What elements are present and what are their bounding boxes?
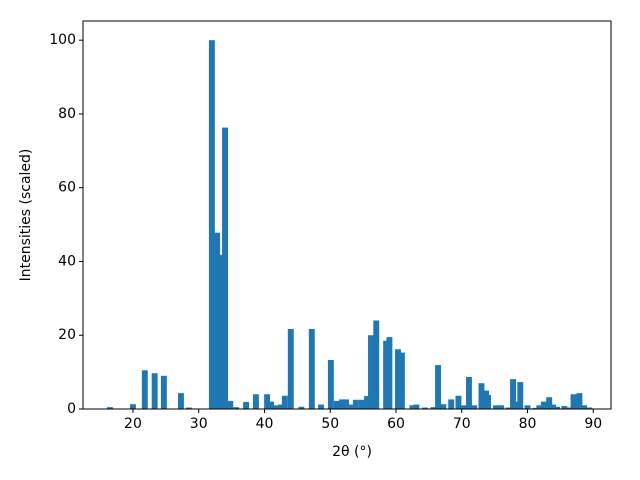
x-tick-label: 80: [519, 416, 537, 432]
bar: [466, 376, 472, 409]
x-tick-label: 20: [124, 416, 142, 432]
bar: [455, 395, 462, 409]
bar: [398, 352, 405, 409]
x-axis-label: 2θ (°): [332, 444, 372, 460]
bar: [554, 406, 561, 409]
bar: [505, 407, 512, 409]
bar: [227, 400, 234, 409]
bar: [576, 393, 583, 409]
bar: [448, 399, 455, 409]
x-tick-label: 30: [190, 416, 208, 432]
bar: [492, 405, 499, 409]
bar: [277, 404, 284, 409]
x-tick-label: 50: [321, 416, 339, 432]
bar: [348, 404, 355, 409]
bar: [373, 320, 380, 409]
y-tick-label: 100: [49, 32, 76, 48]
plot-frame: [82, 20, 612, 410]
bar: [435, 365, 442, 409]
bar: [352, 399, 359, 409]
bar: [471, 405, 478, 409]
bar: [368, 335, 374, 409]
bar: [281, 395, 288, 409]
bar: [318, 404, 324, 409]
bar: [222, 127, 228, 409]
bar: [333, 400, 340, 409]
bar: [409, 405, 416, 409]
x-tick-label: 90: [584, 416, 602, 432]
bar: [243, 401, 250, 409]
bar: [268, 401, 275, 409]
bar: [550, 404, 557, 409]
bar: [498, 405, 505, 409]
bar: [517, 382, 524, 409]
bar: [478, 383, 485, 409]
bar: [185, 407, 192, 409]
bar: [532, 407, 539, 409]
bar: [581, 405, 587, 409]
bar: [141, 370, 148, 409]
bar: [151, 373, 158, 409]
bar: [358, 399, 365, 409]
bar: [264, 394, 271, 409]
bar: [524, 405, 531, 409]
y-tick-label: 60: [58, 180, 76, 196]
bar: [327, 359, 334, 409]
bar: [272, 405, 278, 409]
bar: [233, 407, 240, 409]
bar: [586, 407, 593, 409]
bar: [287, 328, 294, 409]
bar: [107, 407, 113, 409]
bar: [308, 328, 315, 409]
bar: [485, 394, 491, 409]
bar: [130, 404, 136, 409]
bar: [214, 232, 221, 409]
bar: [178, 393, 184, 409]
y-tick-label: 20: [58, 327, 76, 343]
bar: [561, 406, 568, 409]
bar: [536, 405, 543, 409]
bar: [566, 407, 573, 409]
bar: [252, 394, 259, 409]
bars: [107, 40, 593, 409]
x-tick-label: 40: [256, 416, 274, 432]
bar: [208, 40, 215, 409]
bar: [298, 406, 305, 409]
bar: [440, 404, 447, 409]
bar: [364, 396, 371, 409]
y-tick-label: 40: [58, 253, 76, 269]
x-tick-label: 70: [453, 416, 471, 432]
y-tick-label: 80: [58, 106, 76, 122]
bar: [218, 254, 225, 409]
bar: [570, 394, 577, 409]
bar: [421, 407, 428, 409]
bar: [386, 337, 393, 409]
bar: [383, 340, 390, 409]
bar: [513, 401, 520, 409]
bar: [546, 397, 553, 409]
bar: [343, 399, 349, 409]
bar: [540, 401, 547, 409]
bar: [461, 405, 468, 409]
y-tick-label: 0: [67, 401, 76, 417]
y-axis-label: Intensities (scaled): [18, 149, 34, 282]
bar: [395, 349, 401, 409]
bar: [160, 375, 167, 409]
bar: [339, 399, 346, 409]
bar: [413, 404, 420, 409]
x-tick-label: 60: [387, 416, 405, 432]
bar: [430, 407, 437, 409]
bar: [510, 379, 516, 409]
